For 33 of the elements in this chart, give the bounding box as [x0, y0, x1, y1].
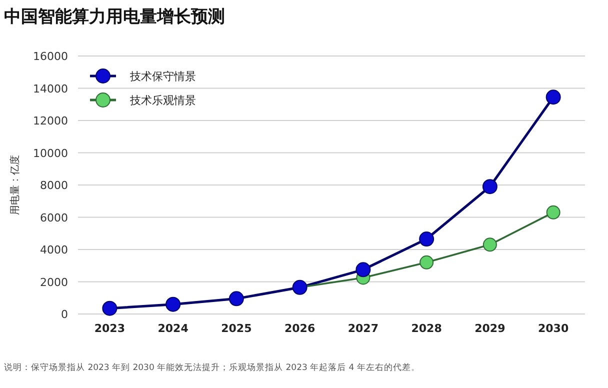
- x-tick-label: 2029: [474, 322, 506, 335]
- text: 说明：保守场景指从 2023 年到 2030 年能效无法提升；乐观场景指从 2023 年起落后 4 年左右的代差。: [4, 362, 420, 373]
- point: [166, 296, 181, 312]
- x-tick-label: 2023: [94, 322, 125, 335]
- x-tick-label: 2026: [284, 322, 316, 335]
- x-tick-label: 2030: [538, 322, 569, 335]
- y-tick-label: 6000: [40, 211, 68, 224]
- x-tick-label: 2024: [158, 322, 189, 335]
- y-axis-title: 用电量：亿度: [9, 155, 21, 215]
- point: [419, 232, 434, 247]
- y-tick-label: 16000: [33, 50, 68, 63]
- y-tick-label: 14000: [33, 82, 68, 96]
- x-tick-label: 2027: [348, 322, 378, 335]
- y-tick-label: 10000: [33, 146, 68, 160]
- point: [546, 205, 560, 220]
- y-tick-label: 8000: [40, 179, 68, 192]
- legend-label: 技术乐观情景: [129, 94, 196, 107]
- point: [356, 262, 371, 278]
- y-tick-label: 2000: [40, 276, 68, 289]
- x-tick-label: 2028: [411, 322, 442, 335]
- legend-label: 技术保守情景: [129, 70, 196, 83]
- point: [292, 280, 308, 295]
- y-tick-label: 4000: [40, 244, 68, 256]
- x-tick-label: 2025: [221, 322, 252, 335]
- point: [102, 300, 118, 316]
- y-tick-label: 0: [61, 308, 68, 321]
- point: [482, 238, 497, 252]
- point: [228, 291, 244, 306]
- point: [420, 255, 434, 270]
- point: [482, 179, 498, 194]
- chart-title: 中国智能算力用电量增长预测: [4, 7, 225, 27]
- point: [546, 90, 561, 105]
- y-tick-label: 12000: [33, 114, 68, 128]
